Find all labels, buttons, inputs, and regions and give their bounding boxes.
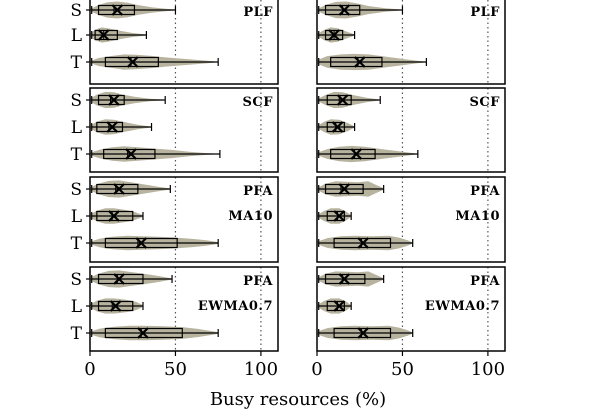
category-label-T: T — [71, 234, 83, 254]
mean-marker-L — [109, 300, 122, 312]
x-tick-label-0-50: 50 — [164, 359, 187, 380]
category-label-S: S — [70, 180, 82, 200]
panel-frame-7 — [316, 266, 506, 352]
mean-marker-T — [357, 327, 369, 339]
mean-marker-T — [350, 148, 363, 160]
panel-label-4-0: PFA — [243, 184, 273, 199]
category-label-L: L — [71, 118, 82, 138]
panel-label-2-0: SCF — [243, 95, 274, 110]
box-S — [324, 183, 364, 195]
box-L — [96, 121, 124, 133]
mean-marker-L — [331, 121, 344, 133]
mean-marker-T — [357, 237, 369, 249]
mean-marker-S — [338, 273, 351, 285]
box-S — [97, 94, 125, 106]
mean-marker-L — [106, 121, 118, 133]
box-T — [104, 56, 159, 68]
mean-marker-T — [137, 327, 149, 339]
panel-frame-6 — [89, 266, 279, 352]
mean-marker-S — [113, 183, 125, 195]
panel-5: PFA MA10 — [316, 176, 506, 263]
x-tick-label-1-0: 0 — [311, 359, 322, 380]
mean-marker-S — [111, 4, 124, 16]
panel-label-4-1: MA10 — [228, 209, 273, 224]
mean-marker-L — [97, 29, 110, 41]
panel-7: PFA EWMA0.7 — [316, 266, 506, 352]
panel-label-0-0: PLF — [243, 5, 273, 20]
mean-marker-S — [338, 4, 351, 16]
panel-6: SLT PFA EWMA0.7 — [70, 266, 279, 352]
panel-label-5-1: MA10 — [455, 209, 500, 224]
panel-label-3-0: SCF — [470, 95, 501, 110]
panel-label-7-0: PFA — [470, 274, 500, 289]
box-T — [103, 148, 156, 160]
x-axis-label: Busy resources (%) — [210, 389, 386, 410]
box-S — [324, 273, 366, 285]
panel-0: SLT PLF — [70, 0, 279, 85]
box-T — [104, 237, 178, 249]
mean-marker-T — [135, 237, 148, 249]
panel-1: PLF — [316, 0, 506, 85]
mean-marker-T — [353, 56, 366, 68]
panel-label-7-1: EWMA0.7 — [425, 299, 500, 314]
panel-frame-2 — [89, 87, 279, 173]
panel-label-6-0: PFA — [243, 274, 273, 289]
mean-marker-S — [336, 94, 349, 106]
panel-frame-0 — [89, 0, 279, 85]
x-tick-label-0-100: 100 — [244, 359, 278, 380]
x-tick-label-1-50: 50 — [391, 359, 414, 380]
mean-marker-L — [328, 29, 340, 41]
box-L — [96, 210, 134, 222]
category-label-T: T — [71, 53, 83, 73]
category-label-T: T — [71, 324, 83, 344]
category-label-T: T — [71, 145, 83, 165]
mean-marker-L — [333, 300, 345, 312]
panel-label-6-1: EWMA0.7 — [198, 299, 273, 314]
mean-marker-L — [108, 210, 120, 222]
mean-marker-S — [108, 94, 120, 106]
panel-frame-5 — [316, 176, 506, 263]
panel-frame-4 — [89, 176, 279, 263]
box-T — [333, 327, 392, 339]
box-T — [104, 327, 183, 339]
mean-marker-S — [338, 183, 351, 195]
mean-marker-T — [125, 148, 137, 160]
axes-layer: 0 50 100 0 50 100 — [84, 351, 505, 380]
mean-marker-S — [113, 273, 125, 285]
category-label-S: S — [70, 1, 82, 21]
box-S — [97, 273, 144, 285]
mean-marker-L — [333, 210, 345, 222]
category-label-L: L — [71, 297, 82, 317]
panel-label-5-0: PFA — [470, 184, 500, 199]
category-label-S: S — [70, 91, 82, 111]
panel-frame-3 — [316, 87, 506, 173]
box-S — [97, 4, 136, 16]
mean-marker-T — [126, 56, 139, 68]
panel-label-1-0: PLF — [470, 5, 500, 20]
x-tick-label-1-100: 100 — [471, 359, 505, 380]
panel-3: SCF — [316, 87, 506, 173]
box-L — [94, 29, 118, 41]
box-L — [97, 300, 134, 312]
panel-2: SLT SCF — [70, 87, 279, 173]
category-label-S: S — [70, 270, 82, 290]
panel-frame-1 — [316, 0, 506, 85]
box-T — [333, 237, 392, 249]
x-tick-label-0-0: 0 — [84, 359, 95, 380]
category-label-L: L — [71, 207, 82, 227]
category-label-L: L — [71, 26, 82, 46]
box-S — [96, 183, 139, 195]
panel-4: SLT PFA MA10 — [70, 176, 279, 263]
